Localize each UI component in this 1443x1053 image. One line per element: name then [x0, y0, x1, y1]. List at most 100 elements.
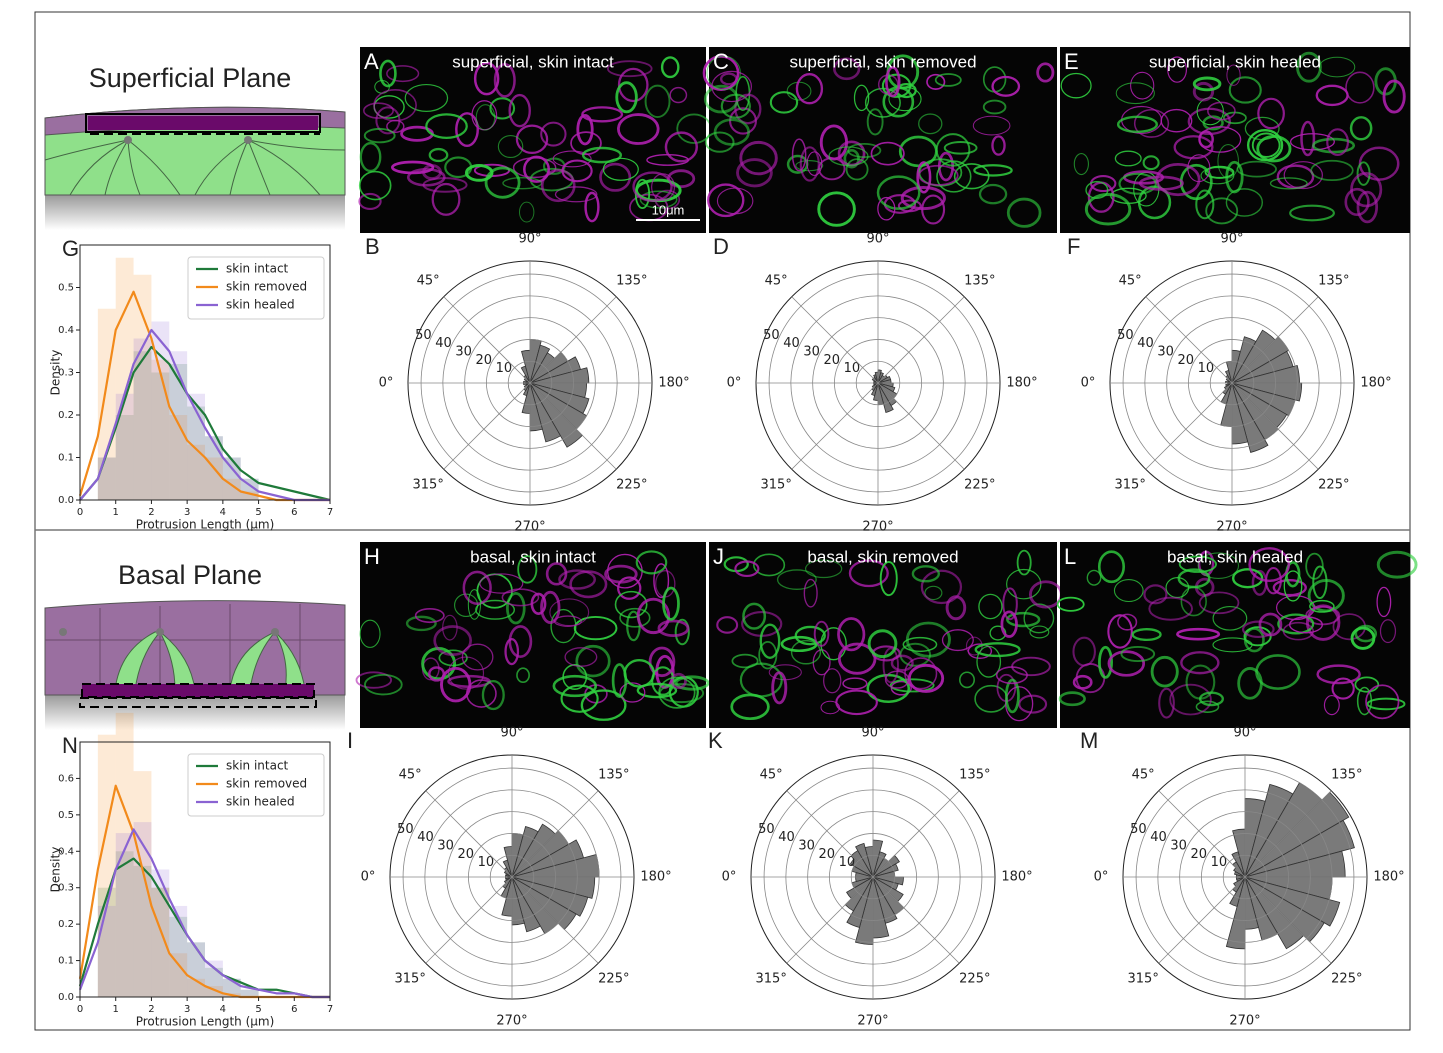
grid-spoke: [792, 297, 878, 383]
grid-spoke: [444, 297, 530, 383]
x-tick-label: 7: [327, 1004, 333, 1015]
theta-tick-label: 0°: [361, 870, 376, 885]
theta-tick-label: 270°: [1229, 1014, 1260, 1029]
panel-label: E: [1064, 49, 1079, 74]
r-tick-label: 40: [435, 336, 452, 351]
theta-tick-label: 135°: [959, 768, 990, 783]
figure: Superficial Plane Basal Plane Asuperfici…: [0, 0, 1443, 1053]
r-tick-label: 10: [496, 361, 513, 376]
schematic-superficial: [45, 107, 345, 230]
schematic-title: Basal Plane: [118, 560, 262, 590]
grid-spoke: [873, 791, 959, 877]
legend-label: skin removed: [226, 777, 307, 791]
theta-tick-label: 135°: [1318, 274, 1349, 289]
r-tick-label: 20: [457, 847, 474, 862]
r-tick-label: 10: [478, 855, 495, 870]
y-tick-label: 0.2: [58, 410, 74, 421]
x-tick-label: 6: [291, 507, 297, 518]
image-caption: basal, skin removed: [807, 547, 958, 566]
r-tick-label: 20: [823, 353, 840, 368]
grid-spoke: [1146, 297, 1232, 383]
x-axis-label: Protrusion Length (μm): [136, 1015, 275, 1029]
x-tick-label: 1: [113, 1004, 119, 1015]
panel-label: I: [347, 728, 353, 753]
r-tick-label: 20: [1177, 353, 1194, 368]
histogram-bar: [187, 942, 205, 997]
x-tick-label: 7: [327, 507, 333, 518]
x-tick-label: 4: [220, 1004, 226, 1015]
r-tick-label: 30: [455, 344, 472, 359]
x-tick-label: 3: [184, 1004, 190, 1015]
theta-tick-label: 225°: [959, 971, 990, 986]
x-tick-label: 5: [255, 1004, 261, 1015]
theta-tick-label: 45°: [1132, 768, 1155, 783]
r-tick-label: 30: [1170, 838, 1187, 853]
image-caption: basal, skin intact: [470, 547, 596, 566]
panel-label: J: [713, 544, 724, 569]
r-tick-label: 10: [839, 855, 856, 870]
theta-tick-label: 225°: [1318, 477, 1349, 492]
r-tick-label: 30: [803, 344, 820, 359]
theta-tick-label: 0°: [722, 870, 737, 885]
panel-label: G: [62, 236, 79, 261]
theta-tick-label: 45°: [399, 768, 422, 783]
y-tick-label: 0.1: [58, 453, 74, 464]
y-tick-label: 0.1: [58, 956, 74, 967]
image-caption: superficial, skin removed: [789, 52, 976, 71]
theta-tick-label: 180°: [1373, 870, 1404, 885]
theta-tick-label: 315°: [395, 971, 426, 986]
grid-spoke: [792, 383, 878, 469]
theta-tick-label: 180°: [640, 870, 671, 885]
legend-label: skin intact: [226, 262, 289, 276]
theta-tick-label: 0°: [1094, 870, 1109, 885]
legend-label: skin intact: [226, 759, 289, 773]
grid-spoke: [1159, 791, 1245, 877]
grid-spoke: [1146, 383, 1232, 469]
panel-label: N: [62, 733, 78, 758]
theta-tick-label: 45°: [1119, 274, 1142, 289]
histogram-bar: [151, 870, 169, 998]
r-tick-label: 30: [1157, 344, 1174, 359]
y-tick-label: 0.5: [58, 283, 74, 294]
r-tick-label: 20: [475, 353, 492, 368]
x-tick-label: 6: [291, 1004, 297, 1015]
theta-tick-label: 45°: [765, 274, 788, 289]
theta-tick-label: 270°: [514, 520, 545, 535]
theta-tick-label: 225°: [616, 477, 647, 492]
theta-tick-label: 270°: [857, 1014, 888, 1029]
grid-spoke: [1159, 877, 1245, 963]
theta-tick-label: 315°: [761, 477, 792, 492]
image-caption: superficial, skin healed: [1149, 52, 1321, 71]
grid-spoke: [878, 297, 964, 383]
theta-tick-label: 180°: [1001, 870, 1032, 885]
theta-tick-label: 0°: [379, 376, 394, 391]
y-tick-label: 0.2: [58, 919, 74, 930]
theta-tick-label: 315°: [1115, 477, 1146, 492]
histogram-bar: [134, 339, 152, 501]
theta-tick-label: 0°: [1081, 376, 1096, 391]
theta-tick-label: 225°: [598, 971, 629, 986]
y-axis-label: Density: [49, 847, 63, 893]
theta-tick-label: 0°: [727, 376, 742, 391]
micrograph: [360, 542, 706, 728]
legend-label: skin removed: [226, 280, 307, 294]
y-tick-label: 0.0: [58, 495, 74, 506]
r-tick-label: 10: [844, 361, 861, 376]
theta-tick-label: 90°: [1233, 726, 1256, 741]
theta-tick-label: 135°: [964, 274, 995, 289]
panel-label: D: [713, 234, 729, 259]
theta-tick-label: 270°: [862, 520, 893, 535]
panel-label: K: [708, 728, 723, 753]
legend-label: skin healed: [226, 795, 295, 809]
r-tick-label: 40: [1150, 830, 1167, 845]
x-tick-label: 5: [255, 507, 261, 518]
theta-tick-label: 135°: [598, 768, 629, 783]
histogram-bar: [116, 394, 134, 500]
theta-tick-label: 90°: [866, 232, 889, 247]
image-caption: basal, skin healed: [1167, 547, 1303, 566]
theta-tick-label: 90°: [1220, 232, 1243, 247]
x-tick-label: 4: [220, 507, 226, 518]
r-tick-label: 40: [783, 336, 800, 351]
theta-tick-label: 270°: [1216, 520, 1247, 535]
theta-tick-label: 315°: [1128, 971, 1159, 986]
